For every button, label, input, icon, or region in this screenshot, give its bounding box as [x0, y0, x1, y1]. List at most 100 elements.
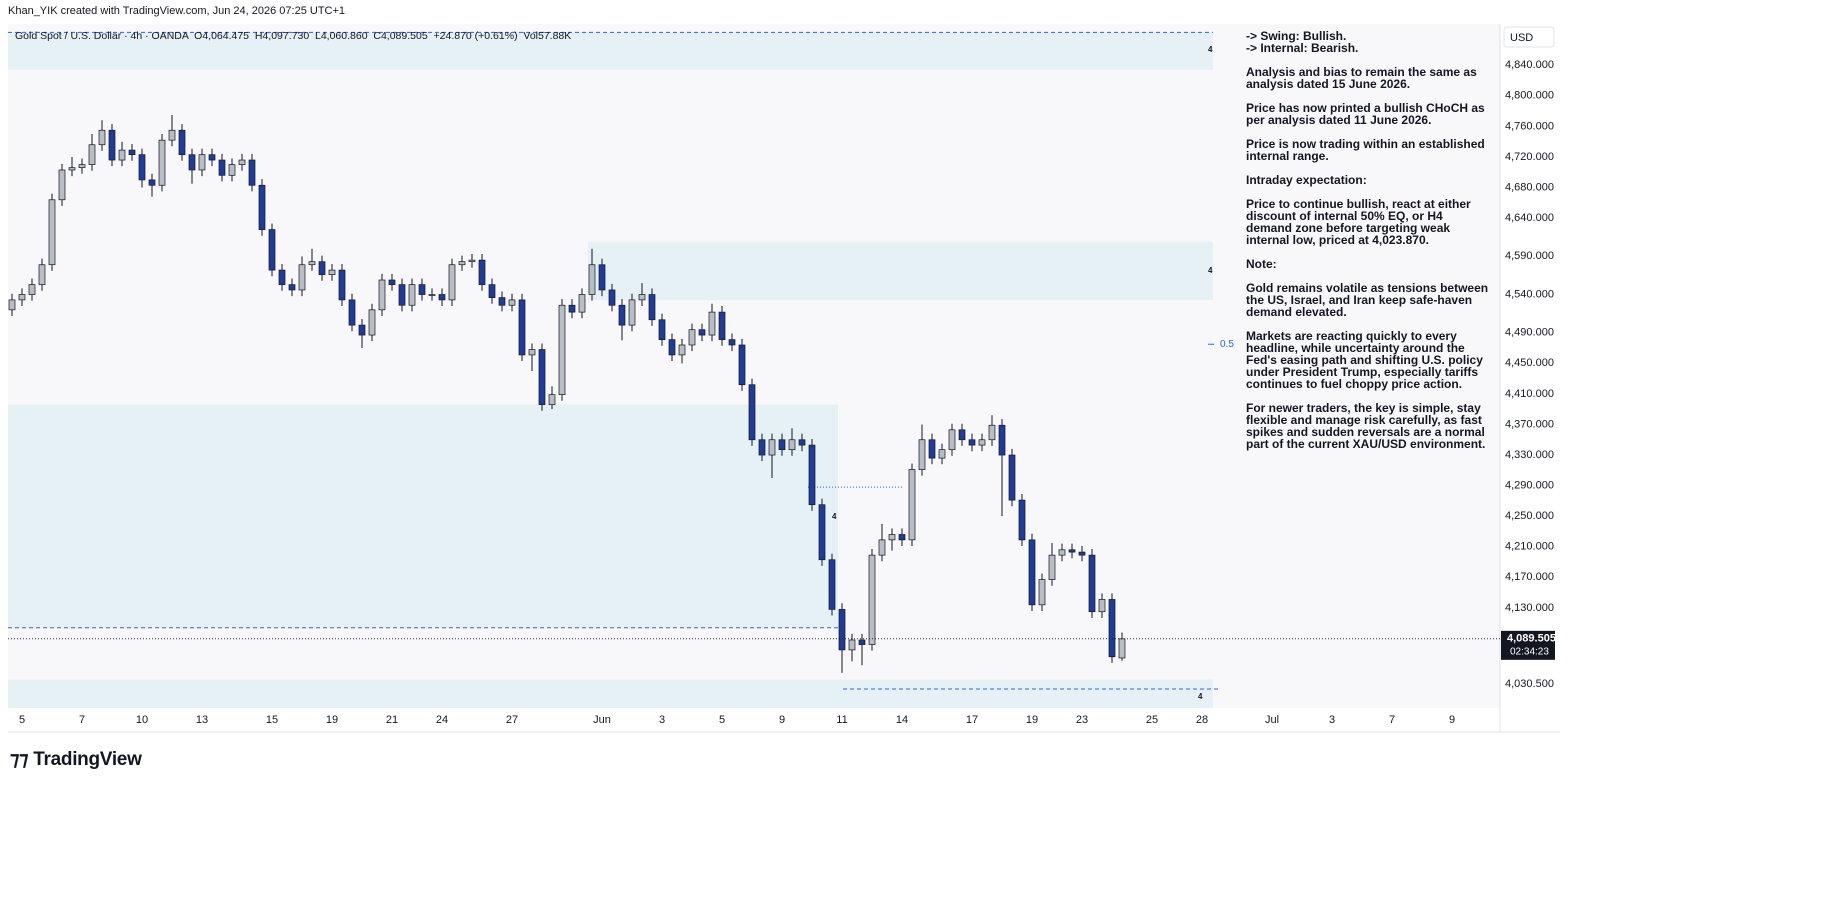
- candle-body: [888, 534, 896, 541]
- y-tick-label: 4,410.000: [1505, 388, 1554, 400]
- x-tick-label: 17: [966, 714, 978, 726]
- candle-body: [1018, 499, 1026, 541]
- notes-panel: -> Swing: Bullish. -> Internal: Bearish. A…: [1246, 30, 1491, 462]
- candle-body: [908, 469, 916, 541]
- candle-body: [988, 424, 996, 441]
- last-price-box: [1501, 630, 1555, 660]
- candle-body: [1098, 599, 1106, 613]
- candle-body: [688, 329, 696, 346]
- candle-body: [308, 261, 316, 266]
- candle-body: [628, 299, 636, 326]
- candle-body: [1058, 549, 1066, 556]
- y-tick-label: 4,840.000: [1505, 59, 1554, 71]
- candle-body: [148, 179, 156, 186]
- note: Analysis and bias to remain the same as …: [1246, 65, 1477, 91]
- candle-body: [1118, 638, 1126, 659]
- y-tick-label: 4,800.000: [1505, 90, 1554, 102]
- candle-body: [38, 264, 46, 285]
- candle-body: [228, 164, 236, 176]
- candle-body: [878, 539, 886, 556]
- y-tick-label: 4,450.000: [1505, 357, 1554, 369]
- candle-body: [278, 269, 286, 285]
- zone: [8, 404, 838, 628]
- zone: [8, 679, 1213, 708]
- candle-body: [918, 439, 926, 470]
- candle-body: [808, 444, 816, 506]
- candle-body: [608, 289, 616, 306]
- x-tick-label: 23: [1076, 714, 1088, 726]
- candle-body: [368, 309, 376, 336]
- candle-body: [1048, 554, 1056, 580]
- candle-body: [598, 264, 606, 291]
- symbol-header: Gold Spot / U.S. Dollar · 4h · OANDA O4,…: [15, 30, 572, 42]
- candle-body: [748, 384, 756, 441]
- candle-body: [448, 264, 456, 301]
- candle-body: [298, 264, 306, 291]
- candle-body: [178, 129, 186, 156]
- brand-name: TradingView: [33, 749, 142, 770]
- x-tick-label: 9: [779, 714, 785, 726]
- candle-body: [718, 311, 726, 340]
- candle-body: [1078, 551, 1086, 556]
- candle-body: [348, 299, 356, 326]
- y-tick-label: 4,330.000: [1505, 449, 1554, 461]
- candle-body: [868, 554, 876, 645]
- candle-body: [488, 284, 496, 298]
- note: Price has now printed a bullish CHoCH as…: [1246, 101, 1485, 127]
- note: -> Internal: Bearish.: [1246, 41, 1359, 55]
- candle-body: [248, 159, 256, 186]
- x-tick-label: Jun: [593, 714, 611, 726]
- x-tick-label: 24: [436, 714, 448, 726]
- candle-body: [468, 259, 476, 263]
- candle-body: [528, 349, 536, 356]
- y-tick-label: 4,250.000: [1505, 510, 1554, 522]
- y-tick-label: 4,720.000: [1505, 151, 1554, 163]
- x-tick-label: 25: [1146, 714, 1158, 726]
- x-tick-label: 21: [386, 714, 398, 726]
- candle-body: [588, 264, 596, 295]
- zone-label: 4: [1198, 692, 1203, 701]
- x-tick-label: 7: [1389, 714, 1395, 726]
- zone: [8, 32, 1213, 70]
- candle-body: [78, 164, 86, 169]
- y-tick-label: 4,170.000: [1505, 571, 1554, 583]
- candle-body: [328, 269, 336, 276]
- x-tick-label: 19: [326, 714, 338, 726]
- note: Markets are reacting quickly to every he…: [1246, 329, 1483, 391]
- x-tick-label: 19: [1026, 714, 1038, 726]
- x-tick-label: 10: [136, 714, 148, 726]
- candle-body: [208, 154, 216, 161]
- candle-body: [198, 154, 206, 171]
- candle-body: [788, 439, 796, 451]
- candle-body: [108, 129, 116, 161]
- candle-body: [438, 294, 446, 301]
- candle-body: [68, 167, 76, 171]
- candle-body: [478, 259, 486, 285]
- candle-body: [398, 284, 406, 306]
- candle-body: [548, 394, 556, 405]
- y-tick-label: 4,370.000: [1505, 418, 1554, 430]
- candle-body: [938, 449, 946, 459]
- candle-body: [1088, 554, 1096, 613]
- candle-body: [738, 344, 746, 386]
- candle-body: [158, 139, 166, 186]
- candle-body: [508, 299, 516, 306]
- candle-body: [518, 299, 526, 356]
- currency-box[interactable]: [1503, 26, 1555, 48]
- candle-body: [1068, 549, 1076, 553]
- x-tick-label: 13: [196, 714, 208, 726]
- candle-body: [768, 439, 776, 456]
- candle-body: [568, 304, 576, 313]
- candle-body: [928, 439, 936, 459]
- candle-body: [1108, 599, 1116, 658]
- candle-body: [258, 184, 266, 230]
- zone-label: 4: [1208, 45, 1213, 54]
- candle-body: [578, 294, 586, 313]
- candle-body: [648, 294, 656, 321]
- note: Note:: [1246, 257, 1277, 271]
- candle-body: [858, 639, 866, 645]
- candle-body: [188, 154, 196, 171]
- candle-body: [408, 284, 416, 306]
- candle-body: [28, 284, 36, 295]
